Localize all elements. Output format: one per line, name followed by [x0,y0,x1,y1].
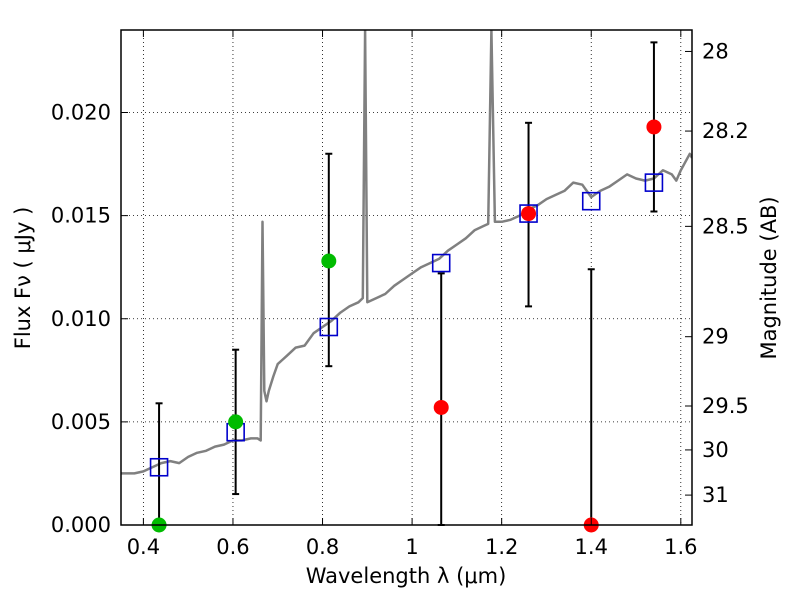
y-tick-label: 0.000 [51,513,111,537]
model-photometry-square [319,317,339,337]
y-tick-label: 0.015 [51,204,111,228]
plot-frame [120,29,693,526]
right-tick-label: 31 [702,483,729,507]
model-photometry-square [644,173,664,192]
model-spectrum-line [121,30,692,475]
y-axis-title: Flux Fν ( μJy ) [11,207,35,350]
ir-point [646,119,662,135]
x-axis-title: Wavelength λ (μm) [306,564,507,588]
plot-area [121,30,692,475]
ir-point [521,206,537,222]
x-tick-label: 0.4 [127,535,160,559]
error-bars [155,41,658,526]
model-photometry-square [431,253,451,273]
x-tick-label: 0.6 [216,535,249,559]
y-axis-right-title: Magnitude (AB) [757,196,781,359]
model-photometry-square [519,204,538,223]
right-tick-label: 28.2 [702,119,749,143]
markers [149,119,664,533]
y-tick-label: 0.005 [51,410,111,434]
x-tick-label: 1.2 [485,535,518,559]
right-tick-label: 28.5 [702,214,749,238]
right-tick-label: 29.5 [702,394,749,418]
y-tick-label: 0.020 [51,101,111,125]
x-tick-label: 1.4 [575,535,608,559]
ir-point [433,399,449,415]
x-tick-label: 1 [405,535,418,559]
right-tick-label: 28 [702,39,729,63]
model-photometry-square [581,191,601,211]
axes: 0.4 0.6 0.8 1 1.2 1.4 1.6 0.000 0.005 0.010 0.015 0… [51,30,749,559]
model-photometry-square [149,457,169,477]
right-tick-label: 29 [702,325,729,349]
right-tick-label: 30 [702,438,729,462]
y-tick-label: 0.010 [51,307,111,331]
detection-point [228,414,244,430]
x-tick-label: 1.6 [664,535,697,559]
x-tick-label: 0.8 [306,535,339,559]
detection-point [321,253,337,269]
